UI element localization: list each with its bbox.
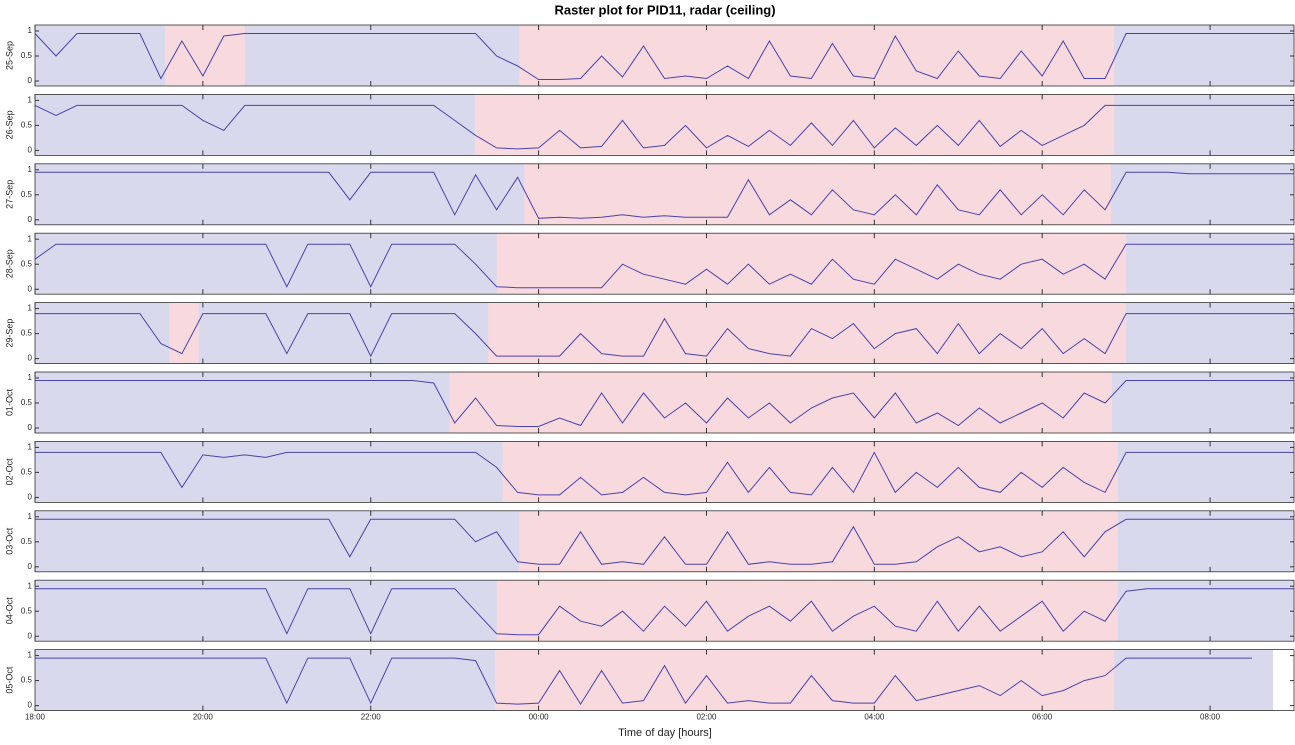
y-tick-label: 0.5 [21, 329, 33, 338]
y-tick-label: 1 [28, 96, 33, 105]
y-tick-label: 0.5 [21, 121, 33, 130]
panel-label: 01-Oct [4, 388, 14, 416]
y-tick-label: 0 [28, 493, 33, 502]
y-tick-label: 1 [28, 373, 33, 382]
asleep-region [169, 302, 199, 364]
panel-border [34, 232, 1295, 295]
panel-border [34, 302, 1295, 365]
panel-label: 02-Oct [4, 458, 14, 486]
panel-border [34, 371, 1295, 434]
asleep-region [494, 649, 1115, 711]
data-line [35, 518, 1294, 565]
panel-label: 05-Oct [4, 666, 14, 694]
panel-label: 28-Sep [4, 249, 14, 278]
y-tick-label: 1 [28, 512, 33, 521]
x-tick-label: 04:00 [864, 713, 885, 722]
asleep-region [519, 510, 1118, 572]
y-tick-label: 0.5 [21, 259, 33, 268]
data-line [34, 33, 1294, 80]
panel-border [34, 510, 1295, 573]
y-tick-label: 0.5 [21, 676, 33, 685]
y-tick-label: 0.5 [21, 398, 33, 407]
y-tick-label: 1 [28, 165, 33, 174]
y-tick-label: 0 [28, 354, 33, 363]
panel-label: 25-Sep [4, 41, 14, 70]
data-line [34, 243, 1294, 289]
panel-label: 03-Oct [4, 527, 14, 555]
panel-label: 04-Oct [4, 597, 14, 625]
panel-label: 26-Sep [4, 110, 14, 139]
y-tick-label: 0.5 [21, 468, 33, 477]
data-line [35, 451, 1294, 496]
x-tick-label: 06:00 [1032, 713, 1053, 722]
y-tick-label: 0 [28, 562, 33, 571]
asleep-region [449, 372, 1112, 433]
y-tick-label: 1 [28, 234, 33, 243]
x-tick-label: 02:00 [696, 713, 717, 722]
panel-border [34, 24, 1295, 87]
panel-border [34, 579, 1295, 642]
data-line [35, 657, 1252, 706]
y-tick-label: 0.5 [21, 51, 33, 60]
data-line [35, 313, 1294, 358]
data-line [35, 171, 1294, 219]
asleep-region [165, 25, 245, 86]
x-axis-label: Time of day [hours] [618, 727, 712, 739]
y-tick-label: 0 [28, 423, 33, 432]
asleep-region [496, 233, 1127, 295]
x-tick-label: 18:00 [25, 713, 46, 722]
y-tick-label: 0.5 [21, 606, 33, 615]
y-tick-label: 0 [28, 146, 33, 155]
panel-border [34, 649, 1295, 711]
asleep-region [519, 25, 1115, 86]
panel-border [34, 163, 1295, 226]
data-line [35, 588, 1294, 636]
y-tick-label: 1 [28, 651, 33, 660]
y-tick-label: 1 [28, 304, 33, 313]
y-tick-label: 0 [28, 701, 33, 710]
chart-title: Raster plot for PID11, radar (ceiling) [554, 2, 775, 17]
x-tick-label: 00:00 [529, 713, 550, 722]
x-tick-label: 22:00 [361, 713, 382, 722]
y-tick-label: 0 [28, 215, 33, 224]
x-tick-label: 08:00 [1200, 713, 1221, 722]
data-line [35, 380, 1294, 427]
y-tick-label: 0 [28, 631, 33, 640]
asleep-region [502, 441, 1118, 503]
y-tick-label: 1 [28, 443, 33, 452]
asleep-region [474, 94, 1115, 156]
y-tick-label: 0 [28, 76, 33, 85]
panel-label: 29-Sep [4, 319, 14, 348]
data-line [34, 104, 1294, 150]
asleep-region [496, 580, 1118, 642]
y-tick-label: 0.5 [21, 190, 33, 199]
y-tick-label: 1 [28, 581, 33, 590]
x-tick-label: 20:00 [193, 713, 214, 722]
panel-label: 27-Sep [4, 180, 14, 209]
y-tick-label: 0.5 [21, 537, 33, 546]
panel-border [34, 440, 1295, 503]
y-tick-label: 1 [28, 26, 33, 35]
asleep-region [488, 302, 1127, 364]
panel-border [34, 94, 1295, 156]
y-tick-label: 0 [28, 284, 33, 293]
